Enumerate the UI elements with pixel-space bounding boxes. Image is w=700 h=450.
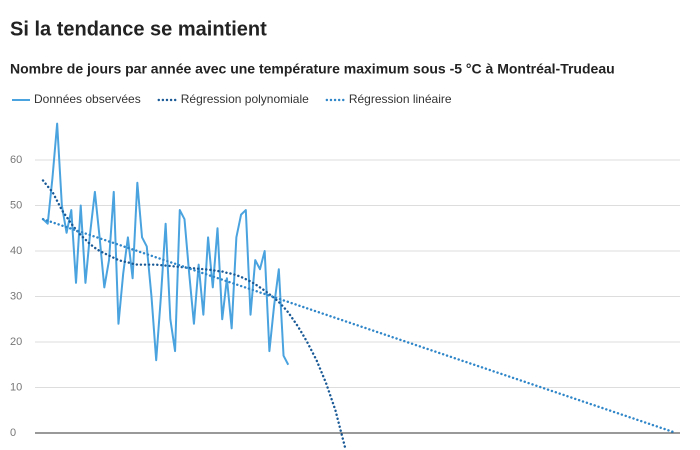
y-tick-label: 0 [10,427,16,439]
series-line [42,122,290,366]
chart-title: Si la tendance se maintient [10,18,267,40]
y-tick-label: 40 [10,245,22,257]
y-tick-label: 20 [10,336,22,348]
y-tick-label: 30 [10,290,22,302]
y-tick-label: 50 [10,199,22,211]
series-line [41,217,677,434]
y-tick-label: 60 [10,154,22,166]
legend-label: Régression linéaire [349,92,452,106]
legend-label: Régression polynomiale [181,92,309,106]
series-line [41,179,347,448]
y-tick-label: 10 [10,381,22,393]
chart-subtitle: Nombre de jours par année avec une tempé… [10,61,615,77]
legend-label: Données observées [34,92,141,106]
